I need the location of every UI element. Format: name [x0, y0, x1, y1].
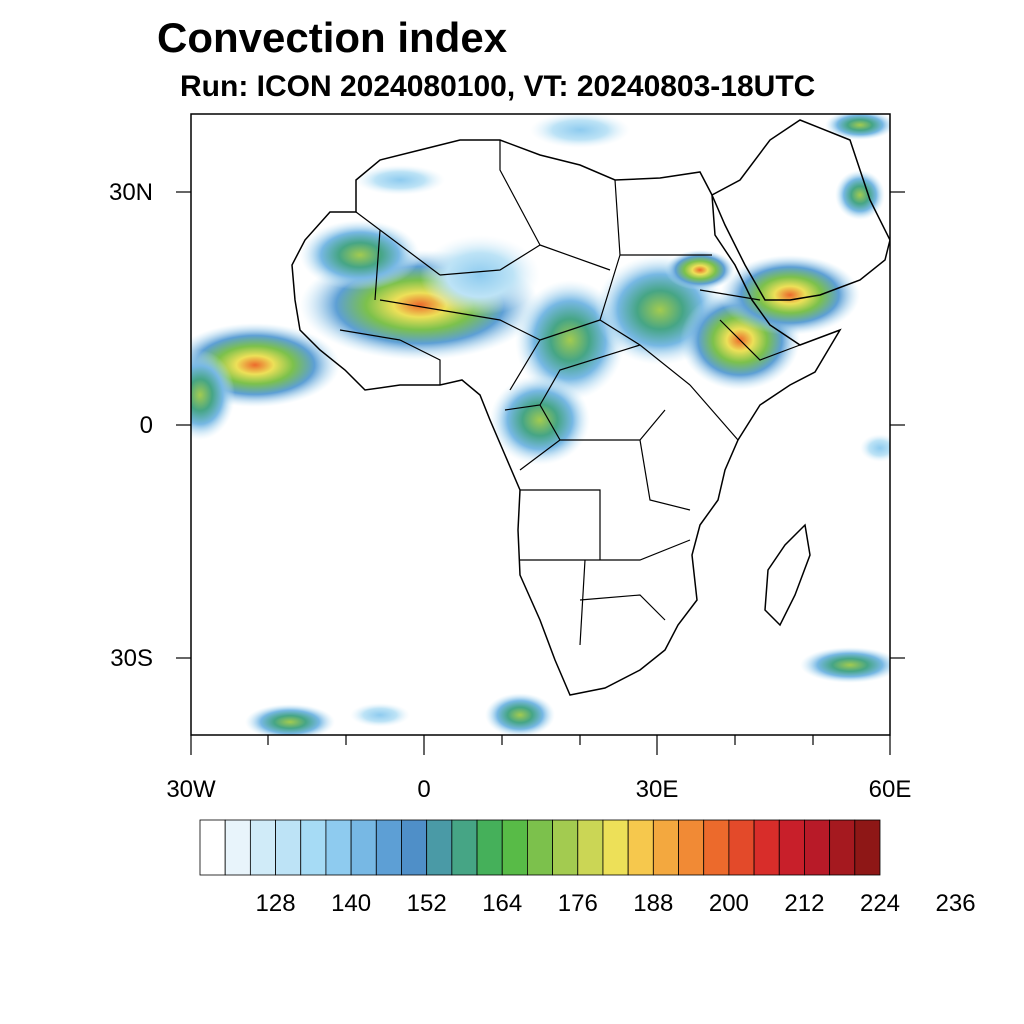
africa-coastline	[291, 139, 842, 696]
axis-ticks	[176, 191, 905, 755]
lon-label-0: 0	[417, 776, 430, 803]
colorbar-label: 176	[558, 890, 598, 917]
convection-cell	[835, 170, 885, 220]
colorbar-label: 152	[407, 890, 447, 917]
colorbar-swatch	[401, 819, 428, 876]
colorbar-label: 188	[633, 890, 673, 917]
colorbar-swatch	[527, 819, 553, 876]
colorbar-label: 128	[256, 890, 296, 917]
colorbar-swatch	[249, 819, 276, 876]
convection-cell	[420, 235, 540, 315]
colorbar-swatch	[350, 819, 377, 876]
lat-label-0: 0	[140, 412, 153, 439]
colorbar-label: 236	[936, 890, 976, 917]
colorbar-swatch	[552, 819, 579, 876]
colorbar-swatch	[275, 819, 302, 876]
colorbar	[199, 819, 881, 876]
colorbar-swatch	[804, 819, 831, 876]
convection-cell	[245, 704, 335, 735]
lon-label-30e: 30E	[636, 776, 679, 803]
convection-cell	[665, 250, 735, 290]
convection-cell	[191, 350, 235, 440]
colorbar-swatch	[829, 819, 856, 876]
convection-cell	[490, 375, 590, 465]
colorbar-swatch	[224, 819, 251, 876]
convection-cell	[485, 693, 555, 735]
colorbar-swatch	[753, 819, 780, 876]
lat-label-30n: 30N	[109, 179, 153, 206]
colorbar-label: 140	[331, 890, 371, 917]
colorbar-swatch	[678, 819, 705, 876]
convection-cell	[860, 434, 890, 462]
colorbar-swatch	[476, 819, 503, 876]
lat-label-30s: 30S	[110, 645, 153, 672]
colorbar-swatch	[199, 819, 226, 876]
chart-title: Convection index	[157, 14, 508, 61]
chart-subtitle: Run: ICON 2024080100, VT: 20240803-18UTC	[180, 70, 816, 103]
colorbar-swatch	[778, 819, 805, 876]
colorbar-swatch	[703, 819, 730, 876]
colorbar-label: 212	[784, 890, 824, 917]
colorbar-label: 224	[860, 890, 900, 917]
colorbar-label: 200	[709, 890, 749, 917]
colorbar-swatch	[300, 819, 327, 876]
colorbar-label: 164	[482, 890, 522, 917]
convection-cell	[720, 255, 860, 335]
lon-label-30w: 30W	[166, 776, 216, 803]
coastlines	[291, 119, 890, 696]
convection-cell	[825, 114, 890, 140]
colorbar-swatch	[426, 819, 453, 876]
colorbar-swatch	[627, 819, 654, 876]
borders	[339, 140, 801, 646]
colorbar-swatch	[375, 819, 402, 876]
madagascar-coastline	[764, 523, 811, 627]
convection-cell	[300, 220, 420, 290]
colorbar-swatch	[501, 819, 528, 876]
arabia-coastline	[711, 119, 890, 301]
colorbar-labels: 128 140 152 164 176 188 200 212 224 236	[256, 890, 976, 917]
colorbar-swatch	[325, 819, 352, 876]
colorbar-swatch	[652, 819, 679, 876]
colorbar-swatch	[451, 819, 478, 876]
colorbar-swatch	[577, 819, 604, 876]
convection-cell	[530, 114, 630, 148]
lon-label-60e: 60E	[869, 776, 912, 803]
convection-cell	[355, 165, 445, 195]
convection-field	[191, 114, 890, 735]
convection-cell	[800, 647, 890, 683]
colorbar-swatch	[728, 819, 755, 876]
convection-cell	[350, 703, 410, 727]
colorbar-swatch	[602, 819, 629, 876]
colorbar-swatch	[854, 819, 881, 876]
